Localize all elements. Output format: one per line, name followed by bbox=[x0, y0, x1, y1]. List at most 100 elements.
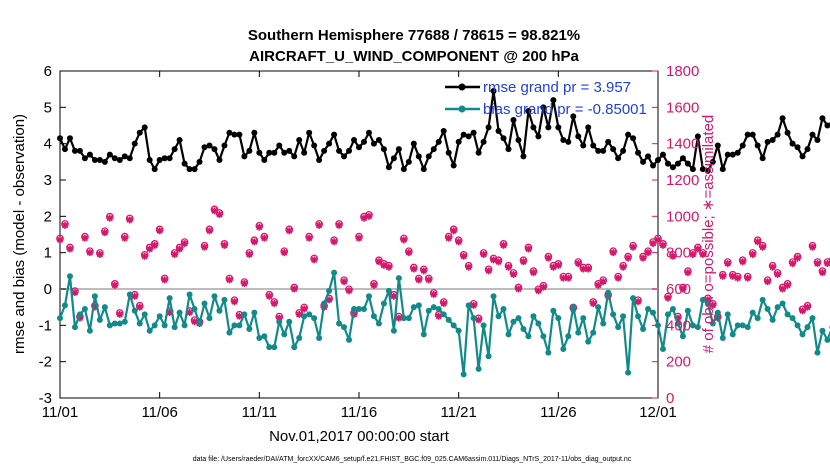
rmse-point bbox=[91, 157, 98, 164]
y-tick-label: -1 bbox=[39, 317, 52, 334]
rmse-point bbox=[814, 137, 821, 144]
bias-point bbox=[405, 315, 412, 322]
bias-point bbox=[206, 315, 213, 322]
obs-count-marker bbox=[793, 252, 802, 262]
obs-count-marker bbox=[449, 225, 458, 235]
rmse-point bbox=[510, 117, 517, 124]
rmse-point bbox=[395, 146, 402, 153]
bias-point bbox=[211, 293, 218, 300]
bias-point bbox=[824, 336, 830, 343]
bias-point bbox=[625, 369, 632, 376]
bias-point bbox=[744, 324, 751, 331]
rmse-point bbox=[590, 142, 597, 149]
bias-point bbox=[764, 305, 771, 312]
rmse-point bbox=[281, 149, 288, 156]
obs-count-marker bbox=[524, 243, 533, 253]
obs-count-marker bbox=[340, 276, 348, 286]
obs-count-marker bbox=[654, 234, 662, 244]
obs-count-marker bbox=[385, 261, 393, 271]
rmse-point bbox=[650, 162, 657, 169]
obs-count-marker bbox=[409, 263, 418, 273]
obs-count-marker bbox=[728, 270, 737, 280]
rmse-point bbox=[375, 137, 382, 144]
bias-point bbox=[375, 320, 382, 327]
rmse-point bbox=[664, 160, 671, 167]
obs-count-marker bbox=[140, 250, 149, 260]
bias-point bbox=[754, 315, 761, 322]
bias-point bbox=[714, 309, 721, 316]
rmse-point bbox=[286, 147, 293, 154]
bias-point bbox=[465, 302, 472, 309]
bias-point bbox=[370, 313, 377, 320]
y-axis-label: rmse and bias (model - observation) bbox=[11, 114, 28, 354]
legend-rmse-marker bbox=[458, 83, 466, 91]
rmse-point bbox=[351, 137, 358, 144]
rmse-point bbox=[136, 129, 143, 136]
rmse-point bbox=[450, 162, 457, 169]
obs-count-marker bbox=[439, 298, 448, 308]
rmse-point bbox=[779, 115, 786, 122]
rmse-point bbox=[809, 131, 816, 138]
obs-count-marker bbox=[315, 220, 323, 229]
rmse-point bbox=[764, 138, 771, 145]
rmse-point bbox=[824, 122, 830, 129]
x-tick-label: 11/16 bbox=[341, 404, 377, 421]
rmse-point bbox=[226, 129, 233, 136]
bias-point bbox=[331, 269, 338, 276]
rmse-point bbox=[610, 146, 617, 153]
rmse-point bbox=[555, 124, 562, 131]
bias-point bbox=[430, 304, 437, 311]
bias-point bbox=[191, 305, 198, 312]
obs-count-marker bbox=[564, 272, 573, 282]
bias-point bbox=[57, 315, 63, 322]
bias-point bbox=[161, 322, 168, 329]
rmse-point bbox=[365, 129, 372, 136]
bias-point bbox=[600, 320, 607, 327]
rmse-point bbox=[729, 151, 736, 158]
bias-point bbox=[575, 329, 582, 336]
obs-count-marker bbox=[399, 234, 408, 244]
obs-count-marker bbox=[599, 276, 608, 286]
obs-count-marker bbox=[66, 243, 74, 253]
rmse-point bbox=[465, 133, 472, 140]
rmse-point bbox=[515, 137, 522, 144]
bias-point bbox=[186, 291, 193, 298]
bias-point bbox=[769, 316, 776, 323]
rmse-point bbox=[415, 153, 422, 160]
rmse-point bbox=[425, 153, 432, 160]
obs-count-marker bbox=[614, 272, 622, 282]
rmse-point bbox=[326, 140, 333, 147]
rmse-point bbox=[545, 124, 552, 131]
x-tick-label: 12/01 bbox=[639, 404, 677, 421]
bias-point bbox=[739, 322, 746, 329]
bias-point bbox=[784, 311, 791, 318]
bias-point bbox=[226, 329, 233, 336]
bias-point bbox=[704, 300, 711, 307]
obs-count-marker bbox=[539, 281, 548, 291]
rmse-point bbox=[719, 166, 726, 173]
obs-count-marker bbox=[345, 285, 353, 295]
bias-point bbox=[301, 313, 308, 320]
bias-point bbox=[91, 293, 98, 300]
rmse-point bbox=[570, 113, 577, 120]
bias-point bbox=[440, 311, 447, 318]
obs-count-marker bbox=[175, 243, 184, 253]
obs-count-marker bbox=[160, 274, 169, 284]
bias-point bbox=[390, 327, 397, 334]
obs-count-marker bbox=[823, 258, 830, 268]
bias-point bbox=[630, 295, 637, 302]
bias-point bbox=[271, 344, 278, 351]
bias-point bbox=[196, 320, 203, 327]
rmse-point bbox=[331, 131, 338, 138]
obs-count-marker bbox=[265, 290, 274, 300]
rmse-point bbox=[121, 153, 128, 160]
chart-subtitle: AIRCRAFT_U_WIND_COMPONENT @ 200 hPa bbox=[249, 48, 579, 65]
bias-point bbox=[131, 307, 138, 314]
rmse-point bbox=[625, 131, 632, 138]
rmse-point bbox=[161, 155, 168, 162]
y-tick-label: 6 bbox=[44, 63, 52, 80]
bias-point bbox=[221, 296, 228, 303]
obs-count-marker bbox=[499, 240, 508, 249]
obs-count-marker bbox=[763, 276, 772, 286]
y-tick-label: 5 bbox=[44, 99, 52, 116]
